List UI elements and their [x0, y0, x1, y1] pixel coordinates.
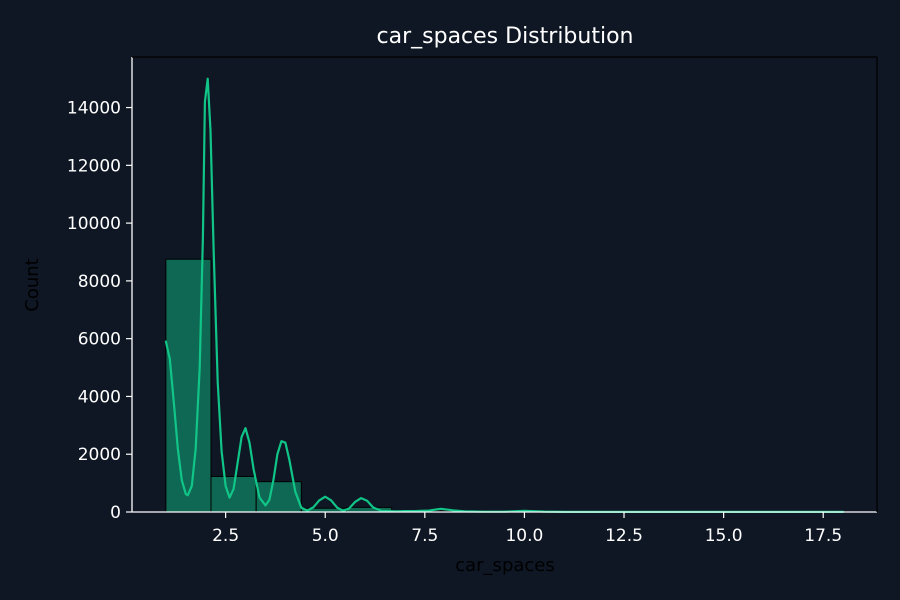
y-tick-label: 6000: [78, 330, 121, 350]
x-tick-label: 2.5: [212, 526, 239, 546]
y-tick-label: 0: [110, 503, 121, 523]
x-axis-label: car_spaces: [455, 555, 555, 576]
histogram-bar-0: [165, 258, 212, 513]
y-axis-label: Count: [22, 258, 43, 311]
y-tick-label: 12000: [67, 156, 121, 176]
y-ticks: 0 2000 4000 6000 8000 10000 12000 14000: [67, 99, 132, 523]
axes: [131, 56, 878, 513]
x-tick-label: 17.5: [804, 526, 842, 546]
y-tick-label: 10000: [67, 214, 121, 234]
x-ticks: 2.5 5.0 7.5 10.0 12.5 15.0 17.5: [212, 512, 842, 546]
x-tick-label: 15.0: [705, 526, 743, 546]
x-tick-label: 5.0: [312, 526, 339, 546]
y-tick-label: 2000: [78, 445, 121, 465]
x-tick-label: 7.5: [411, 526, 438, 546]
x-tick-label: 12.5: [605, 526, 643, 546]
chart-title: car_spaces Distribution: [377, 24, 634, 49]
x-tick-label: 10.0: [505, 526, 543, 546]
y-tick-label: 4000: [78, 387, 121, 407]
y-tick-label: 14000: [67, 99, 121, 119]
y-tick-label: 8000: [78, 272, 121, 292]
